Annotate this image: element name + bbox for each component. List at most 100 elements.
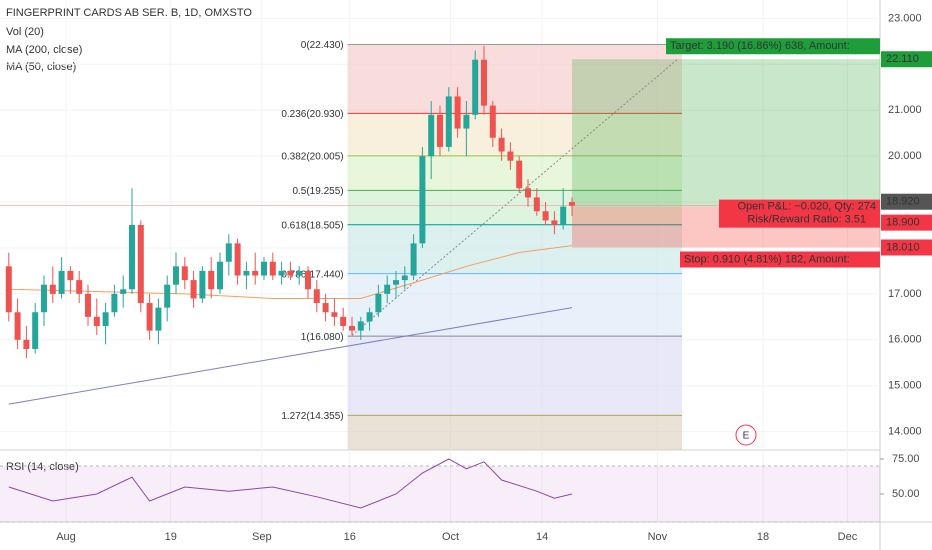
x-tick-label: 16 (344, 531, 356, 543)
fib-band (347, 190, 682, 225)
candle-body (463, 114, 470, 129)
candle-body (120, 289, 127, 294)
earnings-badge (735, 424, 757, 446)
candle-body (23, 339, 30, 349)
fib-label: 0.236(20.930) (281, 109, 343, 120)
candle-body (419, 156, 426, 244)
fib-label: 0.382(20.005) (281, 152, 343, 163)
candle-body (507, 151, 514, 161)
candle-body (516, 160, 523, 189)
candle-body (252, 270, 259, 276)
candle-body (190, 280, 197, 299)
candle-body (357, 321, 364, 331)
candle-body (525, 188, 531, 198)
price-label: 18.010 (886, 241, 920, 253)
candle-body (393, 280, 399, 285)
candle-body (366, 312, 373, 322)
candle-body (296, 270, 303, 276)
candle-body (340, 316, 347, 327)
fib-label: 0.786(17.440) (281, 269, 343, 280)
earnings-label: E (743, 431, 750, 442)
x-tick-label: Nov (648, 531, 668, 543)
candle-body (428, 114, 435, 157)
price-label-bg (881, 193, 932, 210)
candle-body (129, 225, 135, 290)
candle-body (445, 96, 452, 147)
candle-body (437, 114, 443, 147)
candle-body (102, 312, 109, 327)
x-tick-label: Sep (252, 531, 272, 543)
rsi-title: RSI (14, close) (6, 461, 79, 473)
x-tick-label: Aug (56, 531, 76, 543)
rsi-band (0, 466, 880, 522)
price-label: 18.900 (886, 217, 920, 229)
fib-label: 1.272(14.355) (281, 411, 343, 422)
candle-body (41, 284, 47, 313)
candle-body (542, 211, 549, 221)
candle-body (489, 105, 496, 138)
target-text: Target: 3.190 (16.86%) 638, Amount: (670, 40, 850, 52)
fib-band (347, 336, 682, 416)
chart-title: FINGERPRINT CARDS AB SER. B, 1D, OMXSTO (6, 7, 252, 19)
rr-text: Risk/Reward Ratio: 3.51 (747, 214, 866, 226)
price-label-bg (881, 214, 932, 231)
candle-body (32, 312, 39, 349)
candle-body (349, 326, 355, 331)
candle-body (560, 206, 567, 225)
x-tick-label: 14 (536, 531, 548, 543)
price-label: 18.920 (886, 196, 920, 208)
price-label: 22.110 (886, 53, 919, 65)
candle-body (269, 261, 276, 276)
price-label-bg (881, 239, 932, 256)
y-tick-label: 14.000 (888, 426, 922, 438)
candle-body (85, 293, 91, 317)
candle-body (481, 59, 487, 106)
candle-body (111, 293, 118, 313)
candle-body (58, 270, 65, 294)
candle-body (287, 270, 294, 276)
stop-text: Stop: 0.910 (4.81%) 182, Amount: (684, 253, 850, 265)
fib-label: 0(22.430) (301, 40, 344, 51)
candle-body (181, 266, 188, 281)
stop-text-bg (680, 251, 880, 268)
candle-body (533, 197, 540, 212)
candle-body (234, 243, 241, 276)
candle-body (14, 312, 21, 340)
moving-average (8, 307, 573, 405)
y-tick-label: 17.000 (888, 288, 922, 300)
candle-body (137, 225, 144, 304)
price-label-bg (881, 51, 932, 68)
candle-body (375, 293, 382, 313)
indicator: Vol (20) (6, 26, 44, 38)
candle-body (278, 270, 285, 276)
candle-body (261, 261, 267, 276)
candle-body (67, 270, 74, 281)
candle-body (472, 59, 479, 115)
candle-body (225, 243, 232, 262)
candle-body (498, 137, 505, 152)
candle-body (164, 284, 171, 308)
x-tick-label: 19 (165, 531, 177, 543)
fib-label: 0.5(19.255) (292, 186, 343, 197)
y-tick-label: 23.000 (888, 12, 922, 24)
fib-band (347, 113, 682, 156)
candle-body (551, 220, 558, 225)
candle-body (410, 243, 417, 276)
target-zone (572, 59, 880, 207)
candle-body (49, 284, 56, 294)
rsi-tick-label: 75.00 (892, 453, 920, 465)
candle-body (401, 275, 408, 281)
fib-label: 0.618(18.505) (281, 220, 343, 231)
pnl-text: Open P&L: −0.020, Qty: 274 (737, 201, 876, 213)
target-text-bg (666, 38, 880, 55)
x-tick-label: Oct (442, 531, 459, 543)
trend-dash (351, 58, 678, 336)
indicator: MA (200, close) (6, 44, 82, 56)
candle-body (569, 202, 575, 206)
candle-body (305, 270, 311, 290)
candle-body (146, 303, 153, 331)
pnl-bg (719, 199, 880, 228)
y-tick-label: 15.000 (888, 380, 922, 392)
candle-body (76, 280, 83, 294)
